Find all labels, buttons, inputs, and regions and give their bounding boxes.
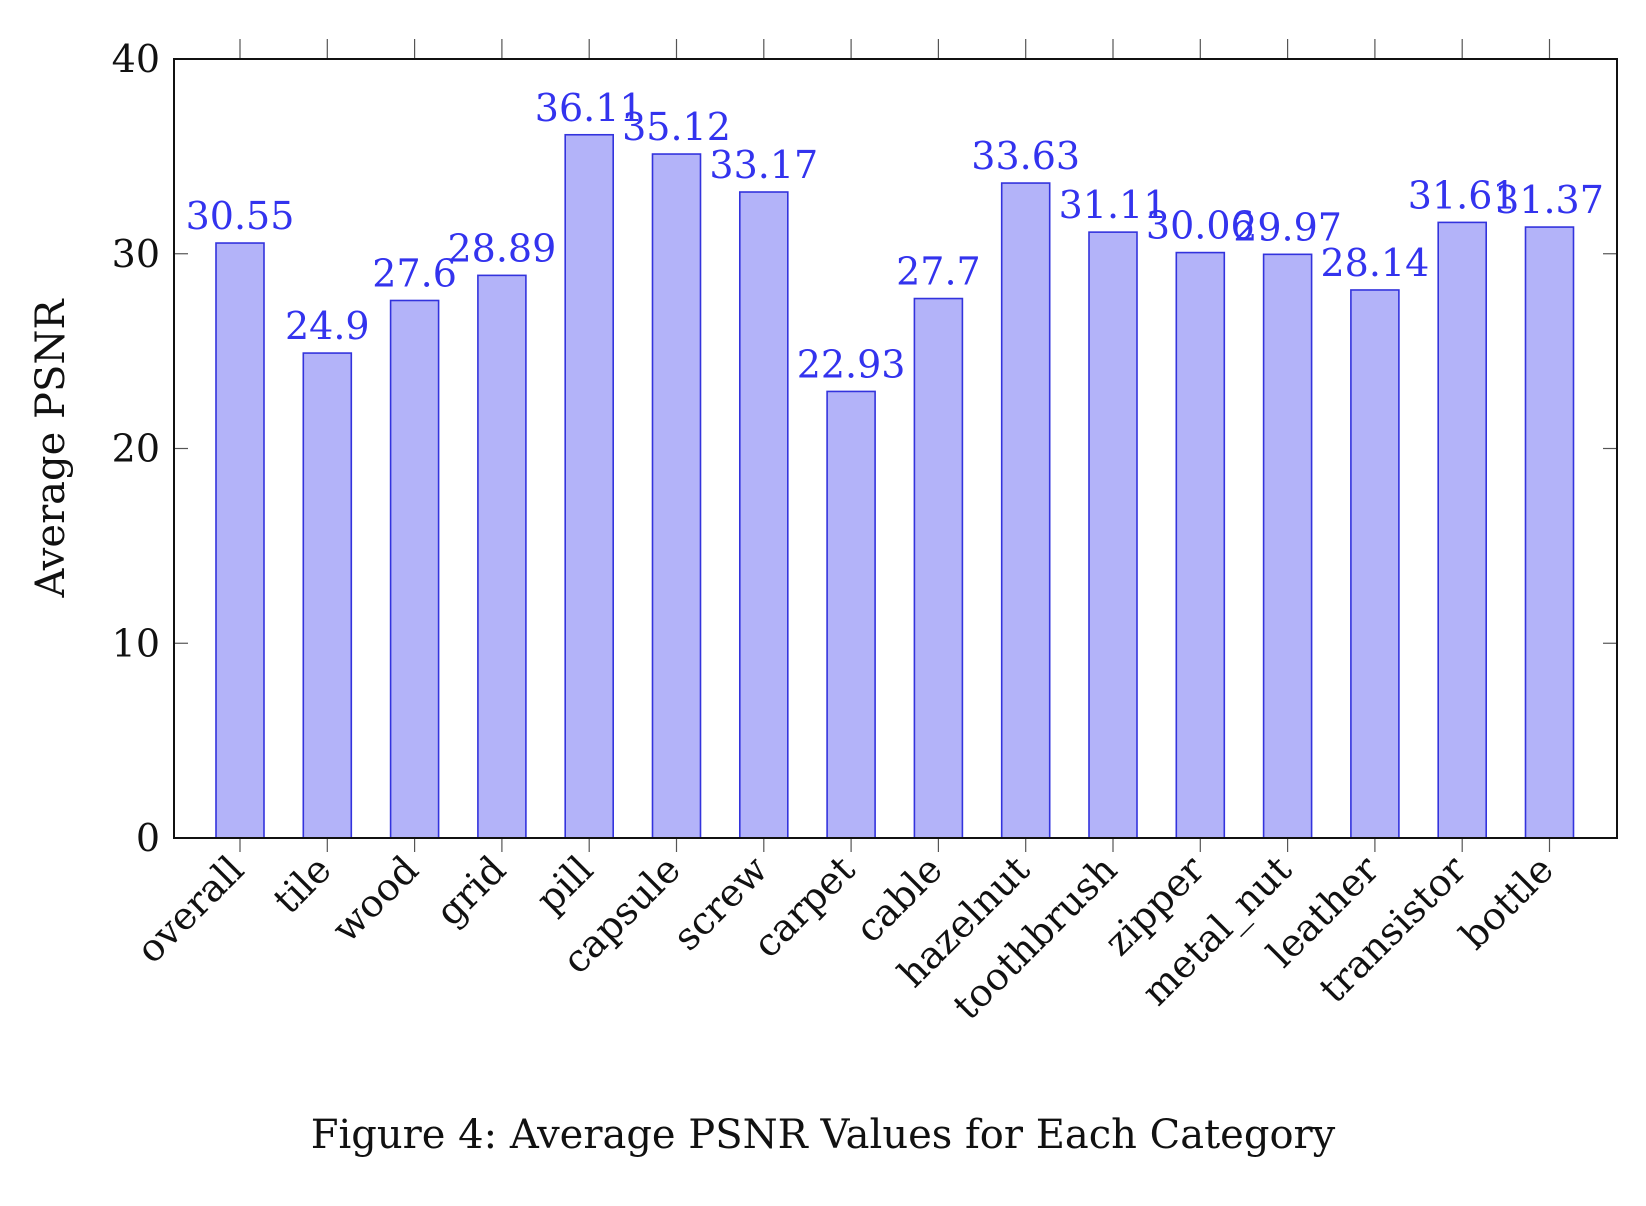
bar-metal-nut [1262,253,1313,839]
bar-pill [564,133,615,839]
bars-group [215,133,1575,839]
bar-overall [215,242,265,839]
bar-capsule [651,153,702,839]
data-label-transistor: 31.61 [1408,173,1517,217]
data-label-overall: 30.55 [186,194,295,238]
x-label-bottle: bottle [1451,847,1562,958]
data-label-capsule: 35.12 [622,105,731,149]
bar-bottle [1524,226,1575,839]
data-label-toothbrush: 31.11 [1059,183,1168,227]
y-tick-labels: 0 10 20 30 40 [112,37,160,860]
figure-caption: Figure 4: Average PSNR Values for Each C… [310,1112,1336,1158]
data-label-bottle: 31.37 [1495,178,1604,222]
y-axis-title: Average PSNR [28,298,74,599]
bar-screw [738,191,789,839]
data-label-zipper: 30.06 [1146,204,1255,248]
y-tick-label: 20 [112,427,160,471]
data-label-screw: 33.17 [709,143,818,187]
plot-frame [173,58,1618,839]
x-label-overall: overall [128,847,252,971]
bar-zipper [1175,251,1226,839]
bar-tile [302,352,353,839]
data-label-tile: 24.9 [285,304,370,348]
bar-grid [477,274,527,839]
y-tick-label: 30 [112,232,160,276]
bar-hazelnut [1000,182,1051,839]
data-label-wood: 27.6 [372,251,457,295]
x-label-grid: grid [427,847,514,934]
bar-cable [913,297,964,839]
x-label-wood: wood [323,847,427,951]
bar-carpet [826,390,876,839]
data-label-metal-nut: 29.97 [1233,205,1342,249]
bar-leather [1350,289,1400,839]
data-label-hazelnut: 33.63 [971,134,1080,178]
data-label-pill: 36.11 [535,86,644,130]
data-label-grid: 28.89 [448,226,557,270]
data-label-leather: 28.14 [1321,241,1430,285]
bar-transistor [1437,221,1487,839]
bar-wood [389,299,440,839]
x-label-tile: tile [265,847,340,922]
data-label-carpet: 22.93 [797,342,906,386]
bar-toothbrush [1088,231,1138,839]
data-label-cable: 27.7 [896,250,981,294]
y-tick-label: 10 [112,621,160,665]
y-tick-label: 40 [112,37,160,81]
y-tick-label: 0 [136,816,160,860]
x-label-pill: pill [527,847,601,921]
